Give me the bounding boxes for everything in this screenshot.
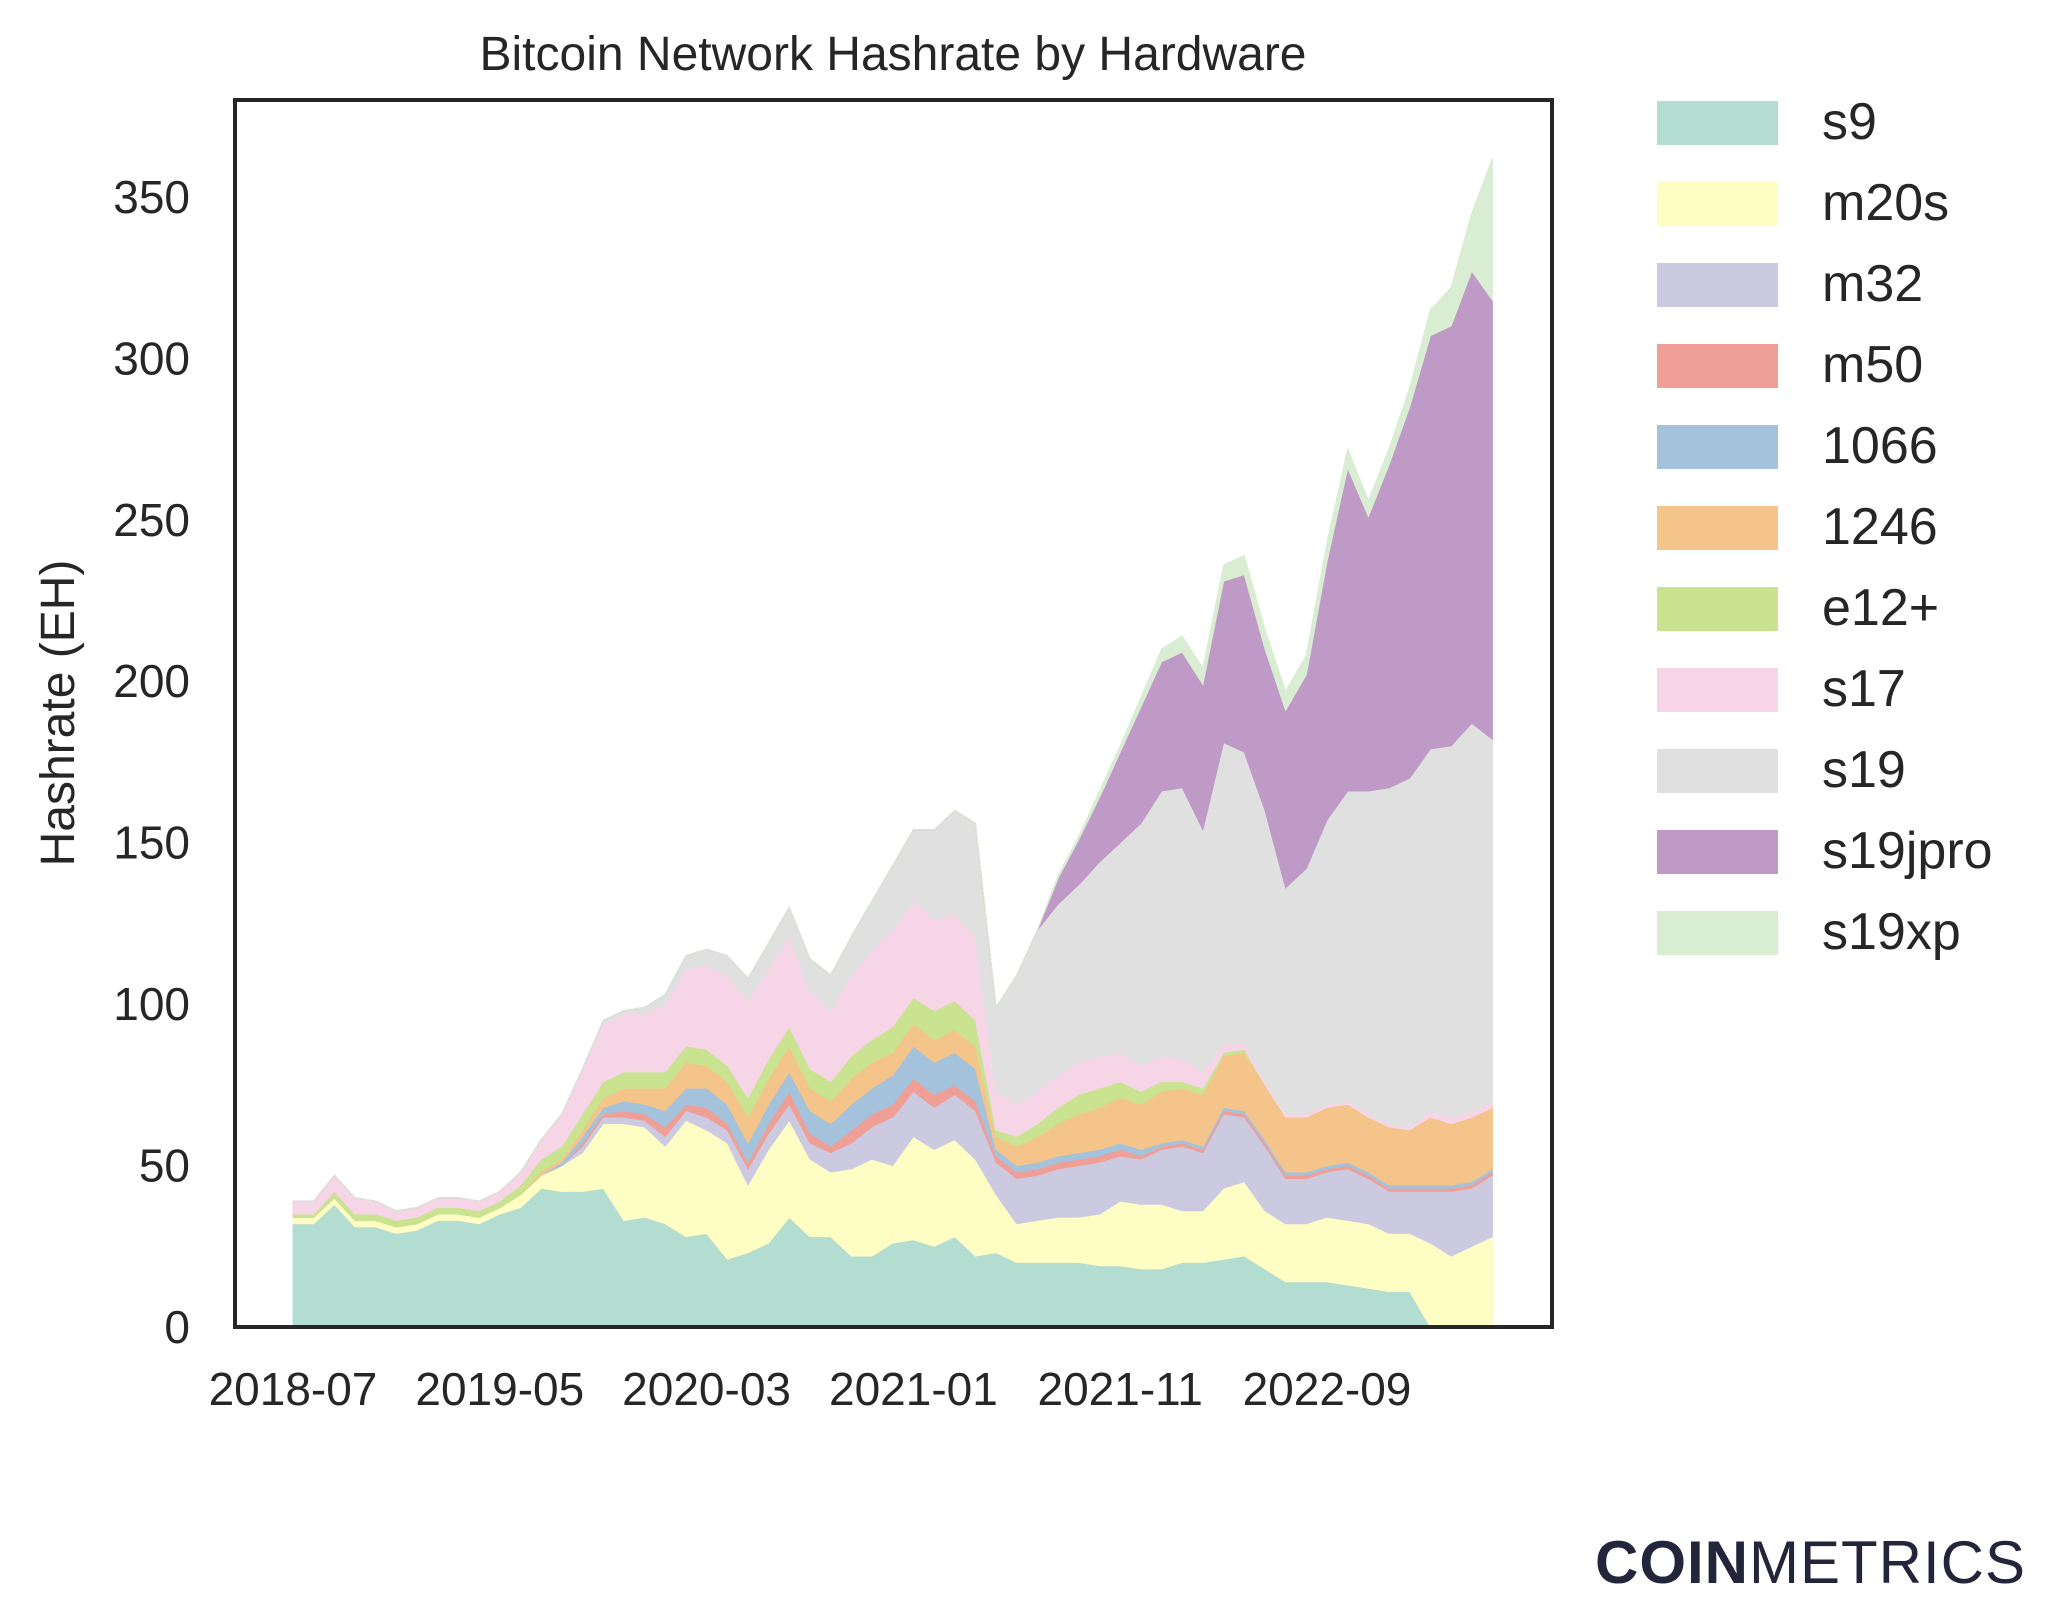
logo-bold-text: COIN xyxy=(1595,1529,1749,1596)
legend-swatch-m32 xyxy=(1657,263,1778,307)
legend-swatch-s17 xyxy=(1657,668,1778,712)
legend-swatch-1246 xyxy=(1657,506,1778,550)
legend-swatch-1066 xyxy=(1657,425,1778,469)
stacked-areas xyxy=(292,157,1493,1328)
legend-swatch-e12+ xyxy=(1657,587,1778,631)
legend-label-m32: m32 xyxy=(1822,255,1923,313)
y-tick-label: 0 xyxy=(164,1301,190,1353)
x-tick-label: 2022-09 xyxy=(1243,1363,1412,1415)
area-s19xp xyxy=(293,157,1493,1212)
legend-swatch-m50 xyxy=(1657,344,1778,388)
y-tick-label: 50 xyxy=(139,1140,190,1192)
legend-swatch-s19jpro xyxy=(1657,830,1778,874)
legend-label-m20s: m20s xyxy=(1822,174,1949,232)
legend-label-m50: m50 xyxy=(1822,336,1923,394)
y-tick-label: 250 xyxy=(113,494,190,546)
coinmetrics-logo: COINMETRICS xyxy=(1595,1528,2026,1597)
y-axis-label: Hashrate (EH) xyxy=(32,560,85,867)
legend: s9 m20s m32 m50 1066 1246 e12+ s17 s19 s19jpro s19… xyxy=(1657,93,1993,961)
y-tick-label: 350 xyxy=(113,171,190,223)
plot-frame xyxy=(233,98,1554,1329)
y-tick-label: 150 xyxy=(113,817,190,869)
logo-light-text: METRICS xyxy=(1749,1529,2026,1596)
legend-swatch-s19 xyxy=(1657,749,1778,793)
x-tick-label: 2021-01 xyxy=(829,1363,998,1415)
x-tick-label: 2019-05 xyxy=(415,1363,584,1415)
legend-label-s19jpro: s19jpro xyxy=(1822,822,1993,880)
legend-label-s19: s19 xyxy=(1822,741,1906,799)
y-tick-label: 300 xyxy=(113,332,190,384)
y-axis-ticks: 0 50 100 150 200 250 300 350 xyxy=(113,171,190,1353)
legend-label-s17: s17 xyxy=(1822,660,1906,718)
x-tick-label: 2018-07 xyxy=(209,1363,378,1415)
legend-swatch-m20s xyxy=(1657,182,1778,226)
y-tick-label: 100 xyxy=(113,978,190,1030)
legend-label-1066: 1066 xyxy=(1822,417,1938,475)
x-tick-label: 2021-11 xyxy=(1037,1363,1202,1415)
chart-title: Bitcoin Network Hashrate by Hardware xyxy=(480,28,1307,81)
y-tick-label: 200 xyxy=(113,655,190,707)
legend-swatch-s9 xyxy=(1657,101,1778,145)
legend-swatch-s19xp xyxy=(1657,911,1778,955)
legend-label-s19xp: s19xp xyxy=(1822,903,1961,961)
legend-label-1246: 1246 xyxy=(1822,498,1938,556)
x-tick-label: 2020-03 xyxy=(622,1363,791,1415)
legend-label-e12+: e12+ xyxy=(1822,579,1939,637)
x-axis-ticks: 2018-07 2019-05 2020-03 2021-01 2021-11 2022-… xyxy=(209,1363,1412,1415)
legend-label-s9: s9 xyxy=(1822,93,1877,151)
